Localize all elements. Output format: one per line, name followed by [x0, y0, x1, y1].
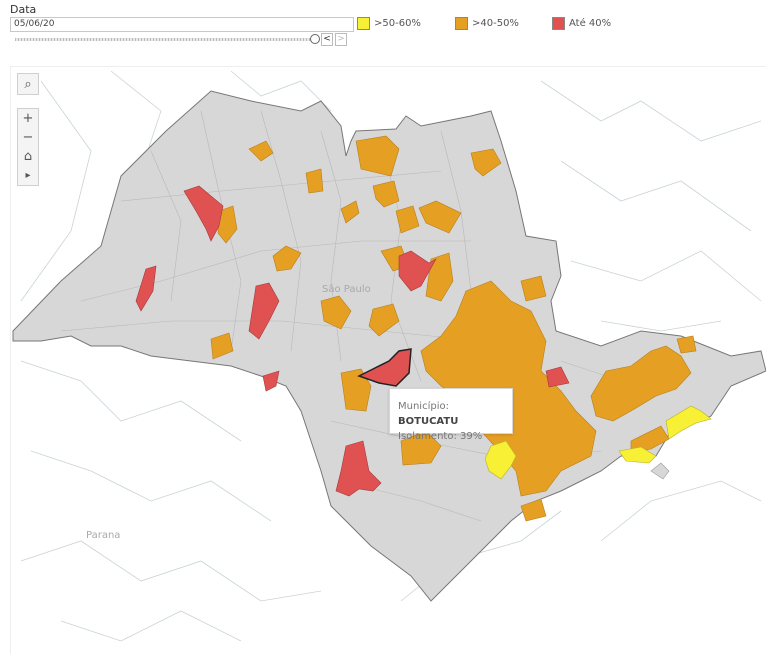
- choropleth-map[interactable]: [11, 67, 766, 654]
- date-slider-track[interactable]: [15, 38, 311, 41]
- legend-item-50-60[interactable]: >50-60%: [357, 17, 421, 30]
- legend-item-ate-40[interactable]: Até 40%: [552, 17, 611, 30]
- prev-date-button[interactable]: <: [321, 33, 333, 46]
- legend-label: >50-60%: [374, 18, 421, 29]
- pan-toggle-icon[interactable]: ▸: [25, 170, 31, 181]
- neighbor-state-label: Parana: [86, 530, 121, 541]
- legend-swatch-orange: [455, 17, 468, 30]
- state-label: São Paulo: [322, 284, 371, 295]
- tooltip-municipio-label: Município:: [398, 401, 449, 412]
- legend-swatch-yellow: [357, 17, 370, 30]
- tooltip: Município: BOTUCATU Isolamento: 39%: [389, 388, 513, 442]
- map-canvas[interactable]: [10, 66, 766, 654]
- tooltip-isolamento-row: Isolamento: 39%: [398, 429, 512, 444]
- legend-item-40-50[interactable]: >40-50%: [455, 17, 519, 30]
- next-date-button[interactable]: >: [335, 33, 347, 46]
- legend-label: Até 40%: [569, 18, 612, 29]
- home-icon[interactable]: ⌂: [23, 149, 33, 164]
- date-filter-label: Data: [10, 3, 37, 16]
- map-zoom-controls: + − ⌂ ▸: [17, 108, 39, 186]
- tooltip-isolamento-value: 39%: [460, 431, 483, 442]
- date-input[interactable]: 05/06/20: [10, 17, 354, 32]
- legend-label: >40-50%: [472, 18, 519, 29]
- search-icon: ⌕: [24, 76, 32, 92]
- zoom-in-button[interactable]: +: [22, 111, 34, 126]
- tooltip-municipio-value: BOTUCATU: [398, 416, 459, 427]
- map-search-button[interactable]: ⌕: [17, 73, 39, 95]
- tooltip-isolamento-label: Isolamento:: [398, 431, 457, 442]
- zoom-out-button[interactable]: −: [22, 130, 34, 145]
- tooltip-municipio-row: Município: BOTUCATU: [398, 399, 512, 429]
- date-slider-thumb[interactable]: [310, 34, 320, 44]
- legend-swatch-red: [552, 17, 565, 30]
